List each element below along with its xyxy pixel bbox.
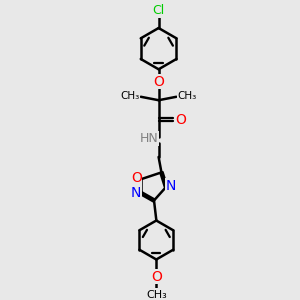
Text: CH₃: CH₃: [120, 91, 140, 100]
Text: CH₃: CH₃: [146, 290, 167, 300]
Text: O: O: [153, 75, 164, 88]
Text: N: N: [130, 186, 141, 200]
Text: CH₃: CH₃: [178, 91, 197, 100]
Text: HN: HN: [140, 132, 159, 145]
Text: O: O: [176, 113, 186, 127]
Text: O: O: [151, 270, 162, 284]
Text: N: N: [166, 178, 176, 193]
Text: Cl: Cl: [152, 4, 165, 17]
Text: O: O: [131, 171, 142, 184]
